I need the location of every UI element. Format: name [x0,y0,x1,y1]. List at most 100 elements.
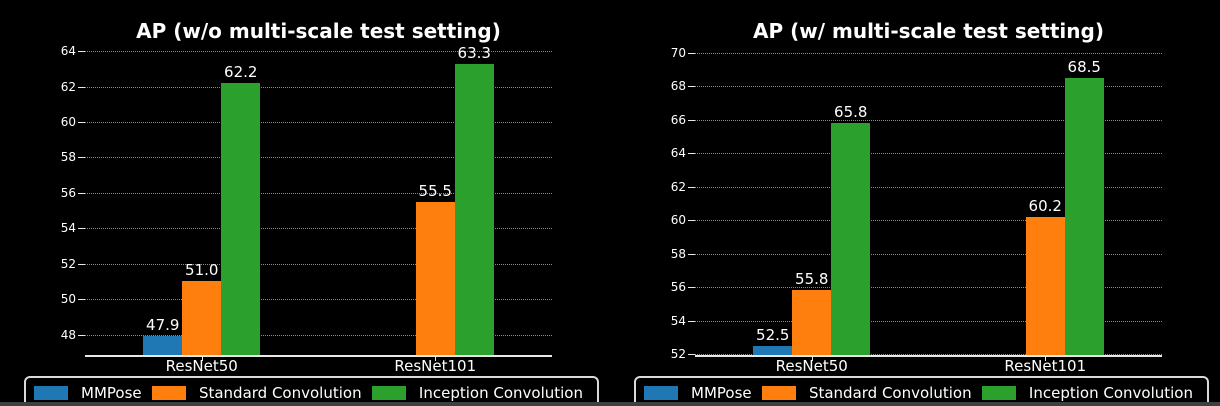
gridline [85,263,552,265]
y-tick-label: 66 [670,112,686,127]
bar-inception-convolution [831,123,871,355]
bar-mmpose [753,345,793,355]
bar-standard-convolution [792,290,832,355]
y-tick-label: 64 [60,44,76,59]
x-tick-mark [811,357,813,361]
bar-value-label: 55.8 [795,270,829,289]
gridline [85,51,552,53]
x-tick-label: ResNet50 [165,357,238,375]
y-tick-mark [78,299,85,301]
legend-swatch-icon [371,386,406,400]
x-tick-mark [201,357,203,361]
bar-standard-convolution [1025,216,1065,355]
bar-mmpose [143,336,183,355]
x-axis-line [695,355,1162,357]
gridline [695,86,1162,88]
bar-value-label: 63.3 [457,43,491,62]
legend-label: Standard Convolution [808,384,972,402]
y-tick-mark [688,253,695,255]
y-tick-label: 58 [60,150,76,165]
legend-swatch-icon [981,386,1016,400]
legend-item: MMPose [644,384,752,402]
legend-item: Standard Convolution [151,384,362,402]
y-tick-label: 52 [60,256,76,271]
gridline [695,287,1162,289]
legend-box: MMPose Standard Convolution Inception Conv… [24,376,599,406]
bar-standard-convolution [182,281,222,355]
y-tick-label: 50 [60,292,76,307]
y-tick-mark [78,122,85,124]
legend-swatch-icon [644,386,678,400]
y-tick-label: 56 [670,280,686,295]
legend-swatch-icon [34,386,68,400]
bar-inception-convolution [454,63,494,355]
gridline [85,192,552,194]
x-tick-label: ResNet101 [394,357,477,375]
y-tick-mark [688,186,695,188]
gridline [85,157,552,159]
legend-label: Inception Convolution [418,384,583,402]
y-tick-label: 54 [60,221,76,236]
legend-box: MMPose Standard Convolution Inception Conv… [634,376,1209,406]
gridline [695,353,1162,355]
legend-item: Inception Convolution [981,384,1193,402]
bar-inception-convolution [221,83,261,355]
chart-canvas: 64 62 60 58 56 54 52 50 48 ResNet50 47.9 51.0 62.2 Re… [24,43,599,406]
y-tick-mark [688,53,695,55]
legend-swatch-icon [761,386,796,400]
y-tick-mark [688,353,695,355]
y-tick-label: 68 [670,79,686,94]
y-tick-label: 54 [670,313,686,328]
y-tick-label: 52 [670,346,686,361]
y-tick-mark [688,220,695,222]
chart-canvas: 70 68 66 64 62 60 58 56 54 52 ResNet50 52.5 55.8 65.8… [610,0,1220,406]
bar-inception-convolution [1064,78,1104,355]
legend-label: MMPose [81,384,142,402]
y-tick-label: 62 [60,79,76,94]
legend-swatch-icon [151,386,186,400]
y-tick-mark [78,334,85,336]
y-tick-mark [78,157,85,159]
gridline [695,253,1162,255]
chart-title: AP (w/ multi-scale test setting) [753,19,1104,43]
y-tick-label: 58 [670,246,686,261]
bar-value-label: 65.8 [834,103,868,122]
chart-panel-with-multiscale: 70 68 66 64 62 60 58 56 54 52 ResNet50 52.5 55.8 65.8… [610,0,1220,406]
y-tick-label: 60 [670,213,686,228]
x-axis-line [85,355,552,357]
bar-value-label: 52.5 [756,325,790,344]
y-tick-label: 48 [60,327,76,342]
y-tick-mark [78,51,85,53]
gridline [695,53,1162,55]
y-tick-mark [688,320,695,322]
gridline [695,153,1162,155]
y-tick-mark [78,228,85,230]
window-bottom-edge [0,402,1220,406]
y-tick-mark [688,287,695,289]
gridline [695,320,1162,322]
bar-value-label: 60.2 [1028,196,1062,215]
gridline [85,122,552,124]
x-tick-mark [435,357,437,361]
bar-value-label: 51.0 [185,261,219,280]
bar-value-label: 62.2 [224,63,258,82]
legend-label: Inception Convolution [1028,384,1193,402]
x-tick-label: ResNet101 [1004,357,1087,375]
bar-value-label: 55.5 [418,181,452,200]
bar-value-label: 68.5 [1067,58,1101,77]
legend-item: Standard Convolution [761,384,972,402]
gridline [85,334,552,336]
legend-item: MMPose [34,384,142,402]
y-tick-label: 56 [60,185,76,200]
y-tick-mark [78,86,85,88]
chart-panel-without-multiscale: 64 62 60 58 56 54 52 50 48 ResNet50 47.9 51.0 62.2 Re… [24,19,599,406]
legend-label: Standard Convolution [198,384,362,402]
y-tick-mark [688,86,695,88]
x-tick-mark [1045,357,1047,361]
x-tick-label: ResNet50 [775,357,848,375]
gridline [85,86,552,88]
gridline [85,228,552,230]
y-tick-mark [688,119,695,121]
legend-item: Inception Convolution [371,384,583,402]
gridline [695,119,1162,121]
